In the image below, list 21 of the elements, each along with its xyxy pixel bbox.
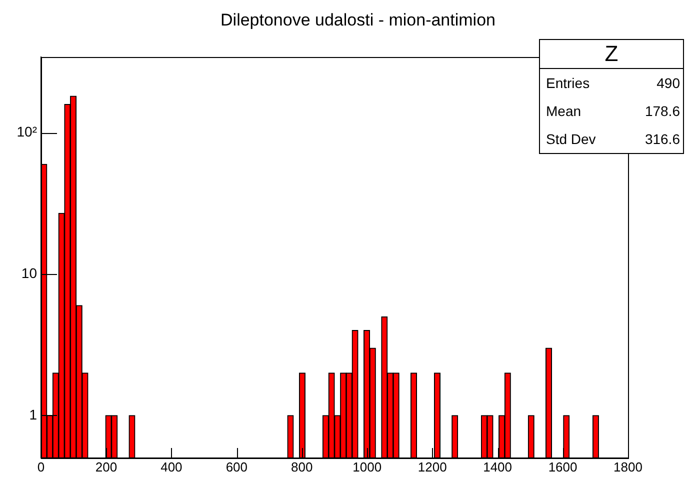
x-tick-label: 800 <box>291 459 313 474</box>
text: 316.6 <box>644 130 680 149</box>
text: 490 <box>656 74 680 93</box>
x-tick-label: 1400 <box>483 459 512 474</box>
annotation: Mean <box>546 102 582 121</box>
x-tick-label: 1800 <box>614 459 642 474</box>
x-tick-label: 600 <box>226 459 248 474</box>
x-tick-label: 0 <box>37 459 45 474</box>
y-tick-label: 1 <box>29 406 38 422</box>
x-tick-label: 200 <box>95 459 118 474</box>
x-tick-label: 1200 <box>418 459 447 474</box>
annotation: Std Dev <box>546 130 596 149</box>
x-tick-label: 400 <box>160 459 182 474</box>
x-tick-label: 1000 <box>352 459 382 474</box>
y-tick-label: 10 <box>21 265 38 281</box>
x-tick-label: 1600 <box>548 459 578 474</box>
chart-title: Dileptonove udalosti - mion-antimion <box>220 10 496 30</box>
annotation: Z <box>540 40 683 69</box>
y-tick-label: 10² <box>16 124 38 140</box>
text: 178.6 <box>644 102 680 121</box>
annotation: Entries <box>546 74 590 93</box>
